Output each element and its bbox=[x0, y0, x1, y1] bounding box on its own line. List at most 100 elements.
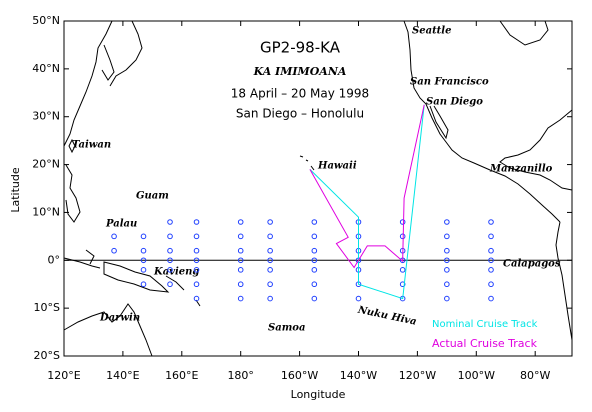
station bbox=[311, 257, 318, 264]
station bbox=[237, 219, 244, 225]
coastlines bbox=[63, 20, 573, 357]
station bbox=[444, 219, 450, 225]
frame bbox=[63, 20, 573, 357]
station bbox=[399, 267, 406, 273]
station bbox=[111, 247, 117, 254]
station bbox=[237, 281, 244, 288]
place-label: Kavieng bbox=[153, 267, 199, 278]
asia-coast bbox=[63, 20, 113, 147]
station bbox=[311, 267, 318, 273]
hawaii-islands bbox=[299, 155, 315, 171]
x-tick-label: 180° bbox=[227, 369, 254, 382]
station bbox=[193, 267, 200, 273]
station bbox=[167, 233, 173, 240]
station bbox=[140, 233, 147, 240]
baja-coast bbox=[429, 105, 449, 140]
station bbox=[311, 295, 318, 302]
station bbox=[444, 295, 450, 302]
station bbox=[167, 257, 173, 264]
station bbox=[444, 267, 450, 273]
x-tick-label: 120°W bbox=[399, 369, 436, 382]
title: GP2-98-KA bbox=[260, 39, 341, 57]
taiwan-island bbox=[68, 138, 76, 154]
station bbox=[140, 267, 147, 273]
place-label: Seattle bbox=[412, 26, 451, 37]
station bbox=[193, 247, 200, 254]
cruise-track bbox=[309, 104, 425, 300]
station bbox=[237, 267, 244, 273]
station bbox=[193, 281, 200, 288]
place-label: Hawaii bbox=[317, 161, 357, 172]
station bbox=[399, 219, 406, 225]
station bbox=[444, 281, 450, 288]
japan bbox=[109, 20, 143, 87]
korea bbox=[101, 44, 115, 81]
dates: 18 April – 20 May 1998 bbox=[231, 87, 369, 101]
station bbox=[167, 281, 173, 288]
place-label: Calapagos bbox=[503, 259, 561, 270]
station bbox=[267, 257, 273, 264]
x-tick-label: 140°W bbox=[340, 369, 377, 382]
route: San Diego – Honolulu bbox=[236, 107, 364, 121]
station bbox=[399, 233, 406, 240]
station bbox=[193, 257, 200, 264]
north-america-east bbox=[499, 109, 573, 191]
place-label: Samoa bbox=[268, 323, 305, 334]
place-label: Nuku Hiva bbox=[356, 304, 418, 327]
y-tick-label: 0° bbox=[48, 253, 61, 266]
north-america-coast bbox=[403, 20, 561, 223]
station bbox=[237, 257, 244, 264]
x-tick-label: 160°W bbox=[281, 369, 318, 382]
station bbox=[444, 257, 450, 264]
place-label: Taiwan bbox=[72, 140, 111, 151]
y-tick-label: 20°N bbox=[32, 158, 60, 171]
station bbox=[267, 247, 273, 254]
y-tick-label: 10°S bbox=[34, 301, 60, 314]
station bbox=[193, 233, 200, 240]
y-tick-label: 40°N bbox=[32, 62, 60, 75]
hudson-bay bbox=[499, 20, 549, 46]
station bbox=[267, 219, 273, 225]
place-label: Darwin bbox=[99, 313, 140, 324]
station bbox=[488, 295, 494, 302]
station bbox=[311, 281, 318, 288]
place-label: San Diego bbox=[426, 97, 483, 108]
y-axis-label: Latitude bbox=[9, 167, 22, 213]
station bbox=[140, 247, 147, 254]
station bbox=[140, 257, 147, 264]
y-tick-label: 50°N bbox=[32, 14, 60, 27]
station bbox=[399, 281, 406, 288]
x-tick-label: 100°W bbox=[458, 369, 495, 382]
station bbox=[193, 295, 200, 302]
station bbox=[311, 233, 318, 240]
station bbox=[167, 267, 173, 273]
cruise-track bbox=[309, 104, 425, 269]
y-tick-label: 10°N bbox=[32, 205, 60, 218]
solomons bbox=[165, 275, 201, 307]
x-tick-label: 160°E bbox=[165, 369, 198, 382]
station bbox=[488, 257, 494, 264]
station bbox=[488, 267, 494, 273]
station bbox=[111, 233, 117, 240]
x-axis-label: Longitude bbox=[291, 388, 346, 401]
indonesia bbox=[63, 249, 101, 269]
station bbox=[237, 295, 244, 302]
south-america-coast bbox=[555, 221, 573, 341]
station bbox=[444, 247, 450, 254]
station bbox=[355, 295, 362, 302]
place-label: San Francisco bbox=[410, 77, 489, 88]
australia bbox=[63, 303, 153, 357]
station bbox=[488, 233, 494, 240]
station bbox=[167, 219, 173, 225]
station bbox=[193, 219, 200, 225]
station bbox=[488, 281, 494, 288]
station bbox=[311, 219, 318, 225]
legend-entry: Nominal Cruise Track bbox=[432, 319, 538, 330]
station bbox=[267, 233, 273, 240]
ship-name: KA IMIMOANA bbox=[253, 65, 347, 78]
station bbox=[311, 247, 318, 254]
y-tick-label: 20°S bbox=[34, 349, 60, 362]
station bbox=[444, 233, 450, 240]
x-tick-label: 80°W bbox=[520, 369, 550, 382]
